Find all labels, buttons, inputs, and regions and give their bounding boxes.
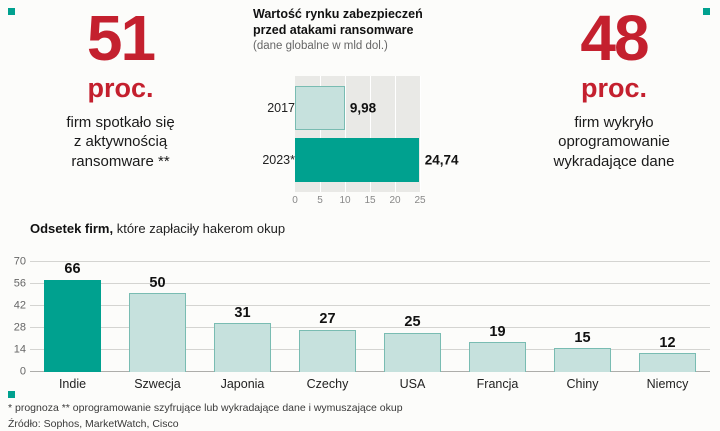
stat-desc-line: firm wykryło [574, 113, 654, 131]
gridline [30, 349, 710, 350]
bar-japonia [214, 323, 271, 372]
vertical-gridline [370, 76, 371, 192]
category-label: Japonia [220, 377, 265, 391]
ransom-y-axis: 0 14 28 42 56 70 [4, 256, 26, 377]
y-tick-label: 14 [13, 343, 26, 356]
bar-column-szwecja: 50 [115, 262, 200, 372]
stat-description: firm spotkało się z aktywnością ransomwa… [28, 113, 213, 172]
market-category-2023: 2023* [262, 153, 295, 167]
decor-square-top-right-icon [703, 8, 710, 15]
bar-value-label: 66 [64, 261, 81, 277]
gridline-baseline [30, 371, 710, 372]
category-label: Niemcy [646, 377, 689, 391]
x-tick-label: 25 [414, 195, 426, 206]
category-label: Francja [476, 377, 519, 391]
gridline [30, 283, 710, 284]
ransom-chart-title: Odsetek firm, które zapłaciły hakerom ok… [30, 221, 285, 236]
y-tick-label: 28 [13, 321, 26, 334]
bar-column-japonia: 31 [200, 262, 285, 372]
category-label: Czechy [306, 377, 349, 391]
stat-ransomware-activity: 51 proc. firm spotkało się z aktywnością… [28, 6, 213, 171]
gridline [30, 327, 710, 328]
bar-niemcy [639, 353, 696, 372]
vertical-gridline [420, 76, 421, 192]
market-panel: 9,98 24,74 [295, 76, 458, 192]
bar-column-czechy: 27 [285, 262, 370, 372]
x-tick-label: 10 [339, 195, 351, 206]
category-label: Indie [58, 377, 87, 391]
bar-szwecja [129, 293, 186, 372]
stat-desc-line: wykradające dane [553, 152, 675, 170]
bar-value-label: 24,74 [424, 152, 459, 168]
gridline [30, 261, 710, 262]
stat-desc-line: z aktywnością [73, 133, 168, 151]
market-x-axis: 0 5 10 15 20 25 [292, 195, 425, 209]
x-tick-label: 20 [389, 195, 401, 206]
bar-indie [44, 279, 101, 372]
vertical-gridline [395, 76, 396, 192]
stat-desc-line: ransomware ** [71, 152, 170, 170]
gridline [30, 305, 710, 306]
bar-chiny [554, 348, 611, 372]
bar-2017: 9,98 [295, 86, 376, 130]
stat-desc-line: firm spotkało się [66, 113, 175, 131]
decor-square-top-left-icon [8, 8, 15, 15]
y-tick-label: 0 [19, 365, 26, 378]
stat-data-stealing: 48 proc. firm wykryło oprogramowanie wyk… [523, 6, 705, 171]
ransom-x-axis: Indie Szwecja Japonia Czechy USA Francja… [30, 377, 710, 391]
bar-czechy [299, 329, 356, 372]
x-tick-label: 5 [317, 195, 323, 206]
bar-value-label: 31 [234, 304, 251, 321]
bar-column-usa: 25 [370, 262, 455, 372]
x-tick-label: 0 [292, 195, 298, 206]
bar-column-chiny: 15 [540, 262, 625, 372]
x-tick-label: 15 [364, 195, 376, 206]
market-value-chart: Wartość rynku zabezpieczeń przed atakami… [253, 6, 463, 206]
bar-column-niemcy: 12 [625, 262, 710, 372]
bar-columns: 66 50 31 27 25 19 [30, 262, 710, 372]
bar-value-label: 12 [659, 334, 676, 351]
category-label: Szwecja [134, 377, 181, 391]
category-label: Chiny [566, 377, 599, 391]
stat-value: 51 [86, 2, 156, 74]
bar-value-label: 25 [404, 314, 421, 331]
bar-usa [384, 332, 441, 372]
ransom-chart-title-rest: które zapłaciły hakerom okup [113, 221, 286, 236]
vertical-gridline [345, 76, 346, 192]
market-plot-area: 2017 2023* 9,98 24,74 0 5 10 15 [253, 76, 458, 206]
bar-value-label: 19 [489, 323, 506, 340]
bar-francja [469, 342, 526, 372]
bar-2023: 24,74 [295, 138, 458, 182]
bar-value-label: 50 [149, 274, 166, 291]
market-chart-title: Wartość rynku zabezpieczeń przed atakami… [253, 7, 423, 37]
decor-square-bottom-left-icon [8, 391, 15, 398]
market-chart-subtitle: (dane globalne w mld dol.) [253, 40, 388, 52]
category-label: USA [399, 377, 426, 391]
ransom-plot-area: 66 50 31 27 25 19 [30, 261, 710, 372]
bar-value-label: 9,98 [349, 100, 377, 116]
y-tick-label: 42 [13, 299, 26, 312]
stat-desc-line: oprogramowanie [558, 133, 670, 151]
bar-value-label: 27 [319, 311, 336, 328]
bar-value-label: 15 [574, 329, 591, 346]
footnote-notes: * prognoza ** oprogramowanie szyfrujące … [8, 402, 403, 414]
vertical-gridline [320, 76, 321, 192]
footnote-source: Źródło: Sophos, MarketWatch, Cisco [8, 418, 179, 430]
bar-column-indie: 66 [30, 262, 115, 372]
stat-description: firm wykryło oprogramowanie wykradające … [523, 113, 705, 172]
y-tick-label: 56 [13, 277, 26, 290]
bar-column-francja: 19 [455, 262, 540, 372]
stat-value: 48 [580, 2, 649, 74]
y-tick-label: 70 [13, 255, 26, 268]
ransom-chart-title-bold: Odsetek firm, [30, 221, 114, 236]
stat-unit: proc. [87, 73, 154, 103]
market-category-2017: 2017 [267, 101, 295, 115]
stat-unit: proc. [580, 73, 647, 103]
